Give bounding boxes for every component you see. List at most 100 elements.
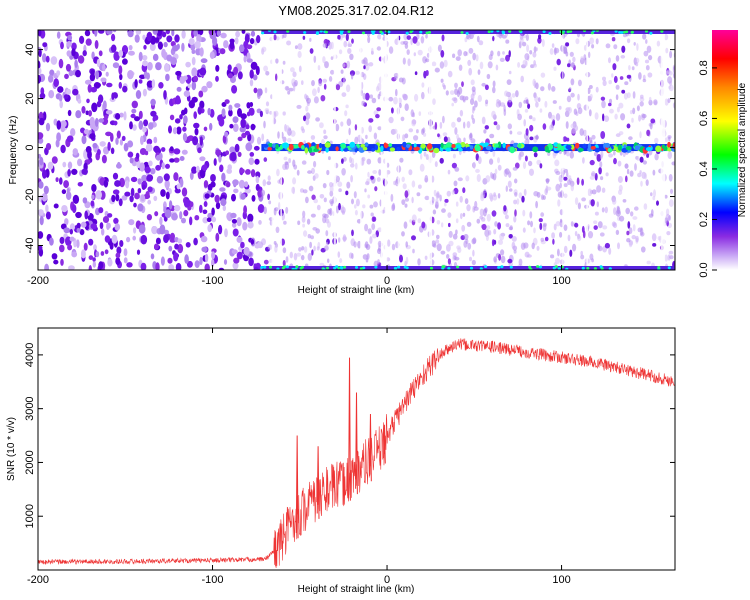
spectrogram-cell (596, 185, 602, 193)
spectrogram-cell (142, 88, 147, 97)
spectrogram-cell (306, 218, 311, 225)
spectrogram-cell (439, 121, 443, 129)
spectrogram-cell (44, 263, 49, 270)
spectrogram-cell (581, 197, 586, 202)
spectrogram-cell (284, 161, 290, 170)
spectrogram-cell (403, 33, 408, 41)
spectrogram-cell (417, 258, 421, 266)
spectrogram-cell (189, 171, 194, 180)
spectrogram-cell (476, 218, 481, 224)
spectrogram-cell (197, 147, 202, 154)
spectrogram-cell (239, 44, 245, 53)
spectrogram-cell (156, 175, 164, 184)
spectrogram-cell (152, 30, 158, 35)
spectrogram-cell (181, 109, 186, 116)
edge-band-cell (285, 265, 289, 269)
spectrogram-cell (160, 189, 166, 197)
spectrogram-cell (250, 61, 258, 70)
spectrogram-cell (171, 30, 175, 37)
spectrogram-cell (505, 54, 510, 62)
spectrogram-cell (234, 143, 240, 153)
spectrogram-cell (402, 57, 406, 65)
spectrogram-cell (621, 89, 626, 94)
spectrogram-cell (287, 90, 291, 95)
edge-band-cell (281, 266, 285, 270)
spectrogram-cell (350, 175, 353, 183)
signal-band-cell (413, 143, 417, 148)
spectrogram-cell (240, 193, 246, 200)
spectrogram-cell (256, 35, 261, 44)
spectrogram-cell (171, 212, 178, 221)
spectrogram-cell (301, 216, 306, 223)
spectrogram-cell (233, 188, 239, 194)
spectrogram-cell (540, 72, 546, 78)
spectrogram-cell (463, 51, 468, 57)
spectrogram-cell (512, 167, 518, 171)
spectrogram-cell (222, 134, 227, 144)
spectrogram-cell (636, 43, 639, 51)
spectrogram-cell (200, 58, 208, 64)
edge-band-cell (487, 30, 491, 34)
spectrogram-cell (622, 199, 627, 203)
spectrogram-cell (542, 123, 547, 130)
spectrogram-cell (319, 122, 324, 129)
spectrogram-cell (388, 46, 394, 54)
spectrogram-cell (69, 228, 74, 235)
spectrogram-cell (130, 113, 136, 119)
spectrogram-cell (517, 113, 522, 121)
spectrogram-cell (533, 152, 538, 158)
spectrogram-cell (353, 191, 357, 199)
spectrogram-cell (551, 232, 555, 239)
spectrogram-cell (499, 233, 505, 241)
spectrogram-cell (276, 168, 280, 177)
spectrogram-cell (58, 58, 64, 69)
spectrogram-cell (59, 100, 63, 109)
spectrogram-cell (111, 92, 115, 100)
spectrogram-cell (275, 226, 280, 233)
spectrogram-y-tick-label: -20 (24, 189, 36, 205)
spectrogram-cell (38, 132, 44, 140)
spectrogram-cell (470, 93, 475, 100)
spectrogram-cell (577, 202, 582, 210)
spectrogram-cell (313, 160, 317, 168)
spectrogram-cell (563, 224, 568, 231)
spectrogram-cell (38, 74, 42, 84)
spectrogram-cell (529, 50, 533, 55)
spectrogram-cell (84, 30, 91, 37)
spectrogram-cell (618, 102, 624, 109)
spectrogram-cell (307, 234, 311, 239)
spectrogram-cell (135, 152, 140, 159)
spectrogram-cell (520, 242, 526, 250)
edge-band-cell (608, 267, 612, 270)
signal-band-cell (455, 144, 462, 149)
spectrogram-cell (157, 41, 163, 50)
edge-band-cell (660, 30, 664, 33)
edge-band-cell (625, 30, 629, 34)
spectrogram-cell (616, 205, 620, 211)
spectrogram-cell (355, 198, 360, 207)
spectrogram-cell (340, 69, 344, 74)
spectrogram-cell (611, 73, 614, 78)
spectrogram-cell (243, 205, 248, 215)
spectrogram-cell (256, 136, 262, 145)
spectrogram-cell (113, 217, 119, 224)
edge-band-cell (354, 266, 359, 269)
spectrogram-cell (216, 30, 221, 37)
spectrogram-cell (601, 207, 605, 213)
spectrogram-cell (337, 251, 341, 258)
edge-band-cell (339, 30, 343, 34)
spectrogram-cell (292, 71, 297, 78)
spectrogram-cell (368, 125, 373, 133)
edge-band-cell (500, 265, 504, 269)
spectrogram-cell (316, 246, 320, 251)
spectrogram-cell (129, 157, 134, 164)
spectrogram-cell (375, 114, 380, 119)
colorbar: 0.00.20.40.60.8 Normalized spectral ampl… (698, 30, 748, 278)
spectrogram-cell (515, 162, 520, 169)
spectrogram-cell (255, 183, 260, 192)
spectrogram-cell (39, 156, 44, 166)
spectrogram-cell (267, 244, 273, 250)
signal-band-cell (469, 145, 474, 150)
spectrogram-cell (307, 252, 312, 261)
spectrogram-cell (140, 135, 144, 145)
